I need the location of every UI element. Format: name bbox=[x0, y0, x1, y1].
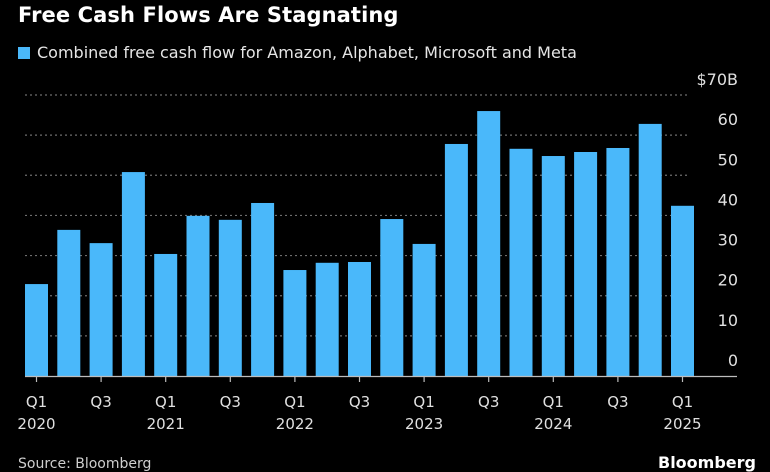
x-tick-label: Q1 bbox=[672, 393, 693, 411]
y-tick-label: 10 bbox=[718, 311, 738, 330]
x-tick-label: Q3 bbox=[607, 393, 628, 411]
x-tick-label: Q1 bbox=[26, 393, 47, 411]
bar: Q4 2023: 56.6 bbox=[509, 148, 533, 376]
bar: Q1 2023: 32.9 bbox=[412, 243, 436, 376]
chart-title: Free Cash Flows Are Stagnating bbox=[18, 3, 399, 27]
y-tick-label: 20 bbox=[718, 271, 738, 290]
bloomberg-logo: Bloomberg bbox=[658, 453, 756, 472]
x-tick-label: Q3 bbox=[349, 393, 370, 411]
bar: Q3 2021: 38.9 bbox=[218, 219, 242, 376]
bar: Q2 2020: 36.4 bbox=[57, 229, 81, 376]
y-tick-label: 60 bbox=[718, 110, 738, 129]
x-tick-label: Q1 bbox=[543, 393, 564, 411]
x-tick-label: Q3 bbox=[220, 393, 241, 411]
bar: Q4 2020: 50.8 bbox=[121, 172, 145, 376]
x-tick-year-label: 2021 bbox=[147, 415, 185, 433]
bar: Q2 2024: 55.8 bbox=[574, 152, 598, 376]
x-tick-label: Q1 bbox=[155, 393, 176, 411]
y-tick-label: $70B bbox=[696, 70, 738, 89]
y-tick-label: 40 bbox=[718, 190, 738, 209]
bar: Q2 2021: 39.9 bbox=[186, 215, 210, 376]
bar: Q1 2020: 22.9 bbox=[25, 284, 48, 376]
bar: Q1 2022: 26.4 bbox=[283, 270, 307, 376]
bar: Q3 2024: 56.8 bbox=[606, 147, 630, 376]
x-axis bbox=[25, 375, 737, 382]
bar: Q1 2021: 30.4 bbox=[154, 253, 178, 376]
y-tick-label: 30 bbox=[718, 231, 738, 250]
bar: Q4 2021: 43.1 bbox=[251, 202, 275, 376]
legend-swatch bbox=[18, 46, 30, 59]
bars: Q1 2020: 22.9 Q2 2020: 36.4 Q3 2020: 33.1 Q… bbox=[25, 111, 694, 377]
bar: Q2 2023: 57.8 bbox=[444, 143, 468, 376]
legend: Combined free cash flow for Amazon, Alph… bbox=[18, 43, 577, 62]
source-note: Source: Bloomberg bbox=[18, 456, 152, 472]
x-tick-label: Q1 bbox=[284, 393, 305, 411]
x-tick-label: Q3 bbox=[478, 393, 499, 411]
bar: Q1 2024: 54.8 bbox=[541, 156, 565, 376]
x-axis-labels: Q1 2020 Q3 Q1 2021 Q3 Q1 2022 Q3 Q1 2023 Q3 Q1 2024 Q3… bbox=[17, 393, 701, 433]
y-tick-label: 50 bbox=[718, 150, 738, 169]
x-tick-year-label: 2025 bbox=[663, 415, 701, 433]
x-tick-label: Q1 bbox=[413, 393, 434, 411]
bar: Q4 2022: 39.1 bbox=[380, 219, 404, 376]
x-tick-year-label: 2020 bbox=[17, 415, 55, 433]
bar: Q2 2022: 28.2 bbox=[315, 262, 339, 376]
legend-label: Combined free cash flow for Amazon, Alph… bbox=[37, 43, 577, 62]
x-tick-label: Q3 bbox=[90, 393, 111, 411]
bar: Q3 2020: 33.1 bbox=[89, 243, 113, 376]
y-tick-label: 0 bbox=[728, 351, 738, 370]
x-tick-year-label: 2022 bbox=[276, 415, 314, 433]
bar: Q3 2022: 28.4 bbox=[348, 261, 371, 376]
x-tick-year-label: 2023 bbox=[405, 415, 443, 433]
x-tick-year-label: 2024 bbox=[534, 415, 572, 433]
bar: Q1 2025: 42.4 bbox=[671, 205, 694, 376]
bar: Q4 2024: 62.8 bbox=[638, 123, 662, 376]
y-axis-labels: 0 10 20 30 40 50 60 $70B bbox=[696, 70, 738, 370]
bar: Q3 2023: 66 bbox=[477, 111, 501, 377]
